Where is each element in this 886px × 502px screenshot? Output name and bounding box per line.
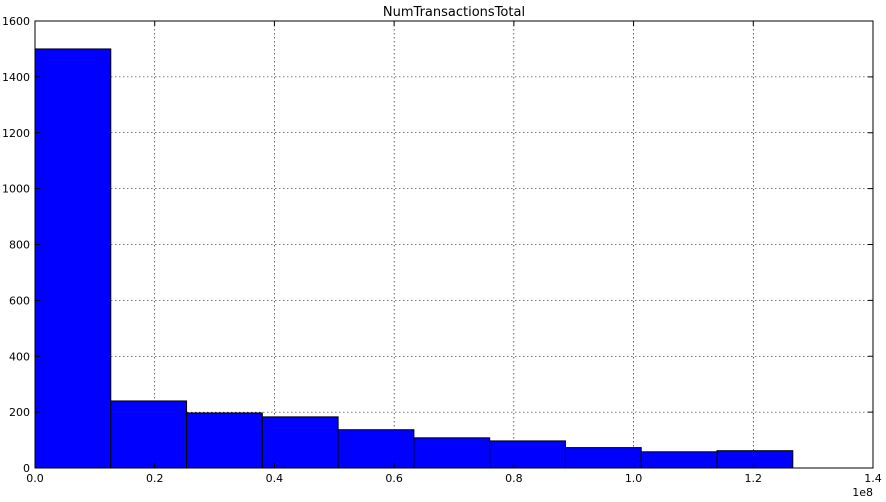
histogram-bar [640, 451, 718, 469]
y-tick-label: 1200 [2, 127, 30, 140]
y-tick-label: 1400 [2, 71, 30, 84]
x-tick-label: 1.2 [745, 472, 763, 485]
chart-title: NumTransactionsTotal [383, 5, 525, 20]
grid-lines [35, 21, 873, 468]
y-tick-label: 600 [9, 294, 30, 307]
histogram-bar [110, 400, 188, 469]
histogram-bar [34, 48, 112, 469]
x-tick-label: 1.4 [864, 472, 882, 485]
x-tick-label: 0.4 [266, 472, 284, 485]
x-tick-label: 0.8 [505, 472, 523, 485]
y-tick-label: 0 [23, 462, 30, 475]
y-tick-label: 400 [9, 350, 30, 363]
axis-ticks [34, 20, 874, 469]
y-tick-label: 1600 [2, 15, 30, 28]
histogram-bar [261, 416, 339, 469]
histogram-bar [564, 447, 642, 469]
y-tick-label: 200 [9, 406, 30, 419]
histogram-bar [716, 450, 794, 469]
x-tick-label: 0.0 [26, 472, 44, 485]
histogram-bar [337, 429, 415, 469]
histogram-bar [186, 412, 263, 469]
tick-labels: 0.0 0.2 0.4 0.6 0.8 1.0 1.2 1.4 0 200 400 600 800 100… [2, 15, 882, 485]
x-axis-offset-label: 1e8 [852, 486, 873, 499]
x-tick-label: 0.2 [146, 472, 164, 485]
y-tick-label: 800 [9, 239, 30, 252]
bars [34, 48, 794, 469]
y-tick-label: 1000 [2, 183, 30, 196]
x-tick-label: 1.0 [625, 472, 643, 485]
histogram-bar [489, 440, 566, 469]
histogram-bar [413, 437, 491, 469]
x-tick-label: 0.6 [385, 472, 403, 485]
